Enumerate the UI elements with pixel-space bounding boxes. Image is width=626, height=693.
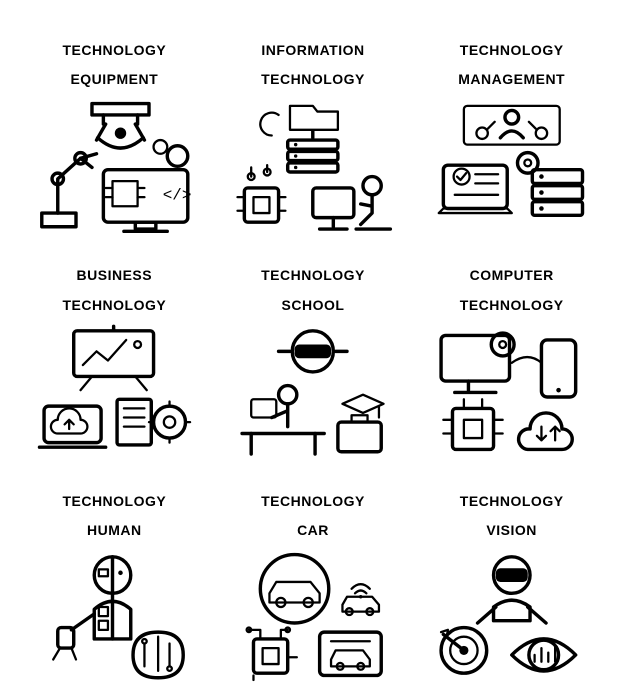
technology-school-icon [219,318,408,467]
cell-technology-human: TECHNOLOGY HUMAN [20,479,209,693]
title-technology-car: TECHNOLOGY CAR [261,479,365,538]
title-information-technology: INFORMATION TECHNOLOGY [261,28,365,87]
title-business-technology: BUSINESS TECHNOLOGY [62,254,166,313]
title-technology-management: TECHNOLOGY MANAGEMENT [458,28,565,87]
information-technology-icon [219,93,408,242]
computer-technology-icon [417,318,606,467]
cell-technology-management: TECHNOLOGY MANAGEMENT [417,28,606,242]
technology-management-icon [417,93,606,242]
technology-human-icon [20,544,209,693]
title-computer-technology: COMPUTER TECHNOLOGY [460,254,564,313]
technology-vision-icon [417,544,606,693]
svg-text:</>: </> [162,186,191,204]
cell-technology-school: TECHNOLOGY SCHOOL [219,254,408,468]
cell-technology-vision: TECHNOLOGY VISION [417,479,606,693]
cell-business-technology: BUSINESS TECHNOLOGY [20,254,209,468]
cell-technology-equipment: TECHNOLOGY EQUIPMENT [20,28,209,242]
cell-information-technology: INFORMATION TECHNOLOGY [219,28,408,242]
title-technology-human: TECHNOLOGY HUMAN [62,479,166,538]
title-technology-vision: TECHNOLOGY VISION [460,479,564,538]
business-technology-icon [20,318,209,467]
technology-car-icon [219,544,408,693]
title-technology-equipment: TECHNOLOGY EQUIPMENT [62,28,166,87]
icon-grid: TECHNOLOGY EQUIPMENT [20,28,606,598]
cell-computer-technology: COMPUTER TECHNOLOGY [417,254,606,468]
cell-technology-car: TECHNOLOGY CAR [219,479,408,693]
title-technology-school: TECHNOLOGY SCHOOL [261,254,365,313]
equipment-icon: </> [20,93,209,242]
